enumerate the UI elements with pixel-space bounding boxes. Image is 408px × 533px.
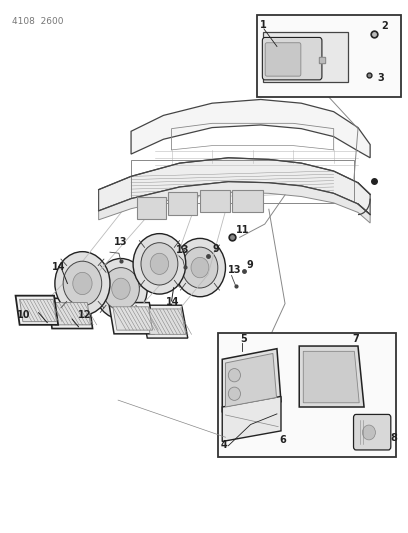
Bar [257,14,401,97]
Text: 9: 9 [212,244,219,254]
Polygon shape [222,397,281,441]
Ellipse shape [112,278,130,300]
Polygon shape [99,158,370,215]
Ellipse shape [362,425,375,440]
Text: 10: 10 [17,310,31,320]
Text: 11: 11 [236,225,250,235]
Text: 5: 5 [240,334,247,344]
Text: 14: 14 [52,262,66,272]
Ellipse shape [95,259,147,319]
Text: 13: 13 [228,265,242,275]
Text: 8: 8 [390,433,397,443]
Ellipse shape [174,238,226,297]
Polygon shape [141,305,188,338]
Text: 3: 3 [377,73,384,83]
Text: 2: 2 [381,21,388,31]
Text: 1: 1 [260,20,267,30]
Polygon shape [299,346,364,407]
FancyBboxPatch shape [137,197,166,219]
Ellipse shape [150,253,169,274]
Text: 13: 13 [114,237,128,247]
Polygon shape [48,298,93,328]
Text: 4: 4 [220,440,227,450]
Polygon shape [20,300,56,321]
Ellipse shape [73,272,92,295]
Text: 14: 14 [166,297,179,306]
FancyBboxPatch shape [262,37,322,80]
FancyBboxPatch shape [200,190,231,213]
Polygon shape [52,303,91,325]
FancyBboxPatch shape [168,192,197,215]
Polygon shape [226,353,277,407]
FancyBboxPatch shape [353,415,391,450]
Text: 13: 13 [175,245,189,255]
Polygon shape [16,296,58,325]
Text: 12: 12 [78,310,92,320]
Polygon shape [145,309,186,334]
Ellipse shape [133,233,186,294]
Ellipse shape [55,252,110,316]
Text: 9: 9 [246,260,253,270]
Polygon shape [113,307,153,330]
Text: 6: 6 [280,434,286,445]
FancyBboxPatch shape [233,190,263,213]
Ellipse shape [228,387,240,400]
Polygon shape [99,182,370,223]
Ellipse shape [228,368,240,382]
FancyBboxPatch shape [265,43,301,76]
Bar [131,160,354,203]
Polygon shape [109,303,155,334]
Bar [263,31,348,82]
Ellipse shape [182,247,218,288]
Bar [218,333,397,457]
Text: 4108  2600: 4108 2600 [11,17,63,26]
Polygon shape [131,100,370,158]
Ellipse shape [63,261,102,306]
Ellipse shape [102,268,140,310]
Polygon shape [303,351,359,403]
Text: 7: 7 [352,334,359,344]
Polygon shape [222,349,281,413]
Ellipse shape [191,257,209,278]
Ellipse shape [141,243,178,285]
